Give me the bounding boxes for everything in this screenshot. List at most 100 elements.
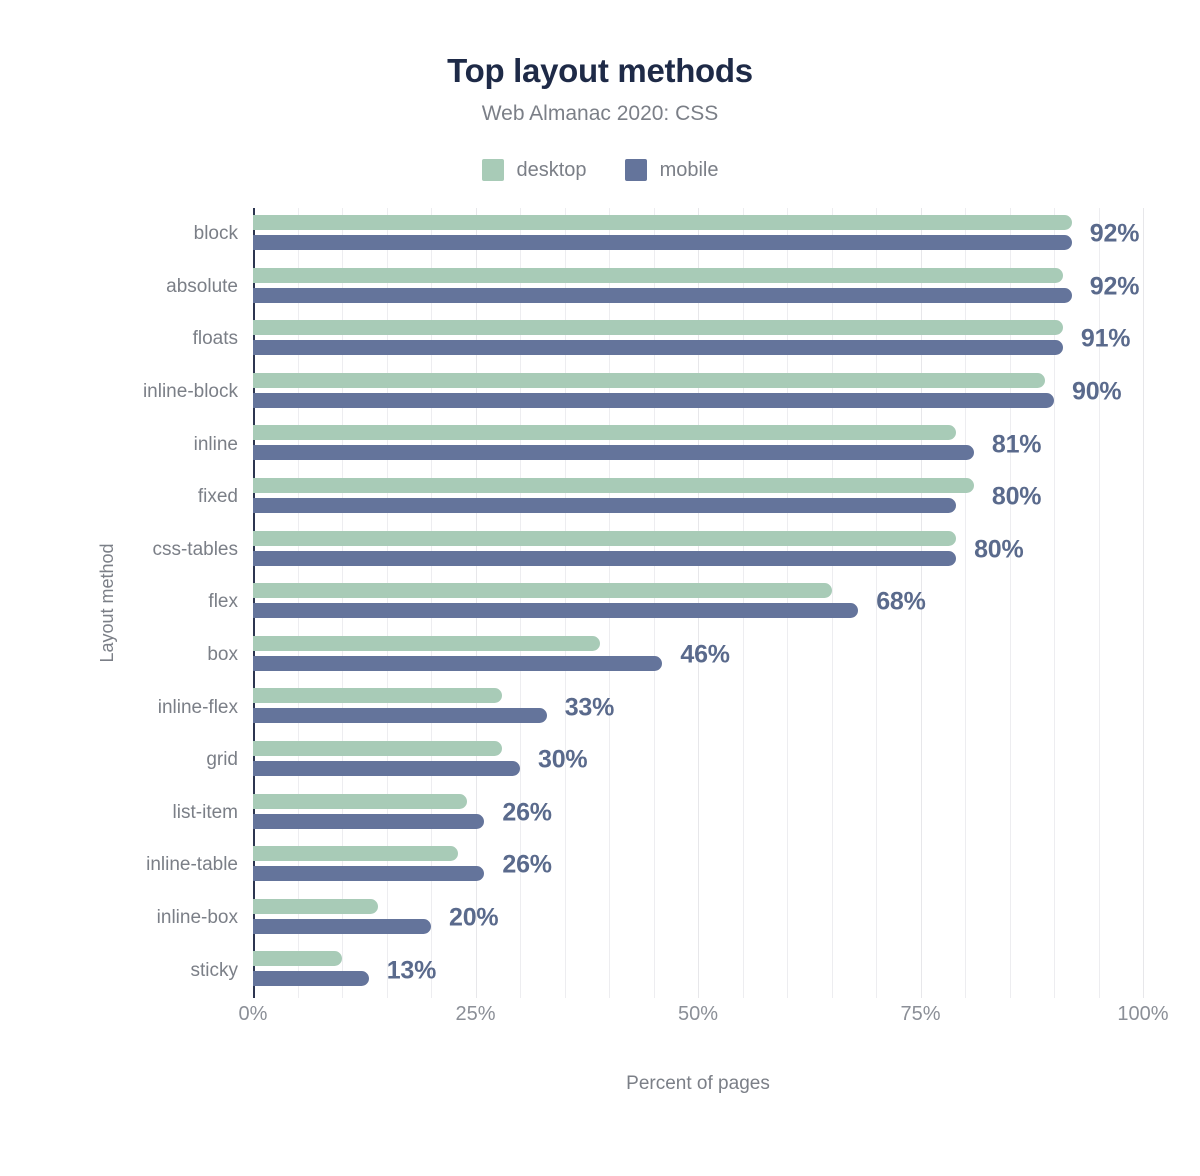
legend-item-desktop[interactable]: desktop bbox=[481, 159, 587, 182]
bar-group: 26% bbox=[253, 839, 1200, 892]
category-label-inline: inline bbox=[193, 433, 238, 455]
grid-lines bbox=[253, 207, 1144, 998]
bar-group: 90% bbox=[253, 366, 1200, 419]
bar-mobile-inline-box[interactable] bbox=[253, 918, 431, 934]
bar-group: 13% bbox=[253, 944, 1200, 997]
bar-row: inline-table 26% bbox=[0, 839, 1200, 892]
bar-row: grid 30% bbox=[0, 734, 1200, 787]
gridline bbox=[920, 207, 922, 998]
category-label-inline-flex: inline-flex bbox=[157, 696, 238, 718]
bar-group: 20% bbox=[253, 892, 1200, 945]
chart-title: Top layout methods bbox=[447, 52, 753, 89]
gridline bbox=[386, 207, 388, 998]
bar-desktop-block[interactable] bbox=[253, 214, 1072, 230]
category-label-inline-block: inline-block bbox=[142, 381, 238, 403]
category-label-floats: floats bbox=[192, 328, 238, 350]
bar-mobile-css-tables[interactable] bbox=[253, 550, 957, 566]
value-label-flex: 68% bbox=[876, 587, 926, 616]
y-axis-line bbox=[253, 207, 255, 998]
gridline bbox=[520, 207, 521, 998]
bar-mobile-fixed[interactable] bbox=[253, 497, 957, 513]
bar-group: 46% bbox=[253, 629, 1200, 682]
bar-mobile-box[interactable] bbox=[253, 655, 663, 671]
bar-mobile-inline-table[interactable] bbox=[253, 866, 485, 882]
bar-mobile-block[interactable] bbox=[253, 234, 1072, 250]
bar-row: inline-box 20% bbox=[0, 892, 1200, 945]
bar-desktop-grid[interactable] bbox=[253, 740, 503, 756]
value-label-inline-flex: 33% bbox=[564, 693, 615, 722]
category-label-box: box bbox=[207, 644, 238, 666]
value-label-inline-table: 26% bbox=[502, 850, 552, 879]
chart-legend: desktop mobile bbox=[0, 159, 1200, 182]
legend-label-mobile: mobile bbox=[659, 158, 719, 181]
chart-subtitle: Web Almanac 2020: CSS bbox=[481, 101, 719, 125]
bar-row: list-item 26% bbox=[0, 787, 1200, 840]
bar-desktop-flex[interactable] bbox=[253, 583, 832, 599]
bar-mobile-list-item[interactable] bbox=[253, 813, 485, 829]
bar-row: inline-flex 33% bbox=[0, 681, 1200, 734]
bar-desktop-fixed[interactable] bbox=[253, 477, 974, 493]
bar-group: 68% bbox=[253, 576, 1200, 629]
bar-group: 33% bbox=[253, 681, 1200, 734]
bar-group: 26% bbox=[253, 787, 1200, 840]
value-label-inline-box: 20% bbox=[449, 903, 499, 932]
bar-desktop-absolute[interactable] bbox=[253, 267, 1063, 283]
gridline bbox=[342, 207, 343, 998]
bar-row: flex 68% bbox=[0, 576, 1200, 629]
bar-mobile-sticky[interactable] bbox=[253, 971, 369, 987]
category-label-list-item: list-item bbox=[172, 801, 238, 823]
x-axis-ticks: 0% 25% 50% 75% 100% bbox=[239, 1002, 1169, 1037]
bar-mobile-absolute[interactable] bbox=[253, 287, 1072, 303]
bar-group: 92% bbox=[253, 208, 1200, 261]
category-label-absolute: absolute bbox=[166, 275, 238, 297]
bar-row: sticky 13% bbox=[0, 944, 1200, 997]
bar-group: 81% bbox=[253, 418, 1200, 471]
category-label-fixed: fixed bbox=[197, 486, 238, 508]
bar-mobile-floats[interactable] bbox=[253, 340, 1063, 356]
gridline bbox=[876, 207, 877, 998]
category-label-inline-table: inline-table bbox=[146, 854, 238, 876]
bar-group: 80% bbox=[253, 524, 1200, 577]
bar-group: 80% bbox=[253, 471, 1200, 524]
gridline bbox=[1054, 207, 1055, 998]
bar-desktop-inline-box[interactable] bbox=[253, 898, 378, 914]
bar-desktop-floats[interactable] bbox=[253, 320, 1063, 336]
bar-rows: block 92% absolute 92% floats 91% inline-block… bbox=[0, 208, 1200, 998]
x-tick-label: 75% bbox=[900, 1002, 941, 1025]
bar-desktop-inline[interactable] bbox=[253, 425, 957, 441]
gridline bbox=[564, 207, 566, 998]
bar-desktop-box[interactable] bbox=[253, 635, 601, 651]
bar-mobile-flex[interactable] bbox=[253, 603, 859, 619]
x-tick-label: 50% bbox=[677, 1002, 719, 1025]
x-tick-label: 25% bbox=[455, 1002, 496, 1025]
x-tick-label: 0% bbox=[238, 1002, 268, 1025]
bar-desktop-list-item[interactable] bbox=[253, 793, 467, 809]
bar-mobile-inline-block[interactable] bbox=[253, 392, 1054, 408]
bar-row: absolute 92% bbox=[0, 261, 1200, 314]
bar-row: css-tables 80% bbox=[0, 524, 1200, 577]
value-label-absolute: 92% bbox=[1089, 272, 1140, 301]
bar-mobile-inline-flex[interactable] bbox=[253, 708, 547, 724]
bar-desktop-inline-block[interactable] bbox=[253, 372, 1046, 388]
bar-desktop-inline-flex[interactable] bbox=[253, 688, 503, 704]
gridline bbox=[475, 207, 477, 998]
bar-desktop-css-tables[interactable] bbox=[253, 530, 957, 546]
bar-group: 30% bbox=[253, 734, 1200, 787]
bar-row: block 92% bbox=[0, 208, 1200, 261]
bar-desktop-sticky[interactable] bbox=[253, 951, 342, 967]
bar-row: inline-block 90% bbox=[0, 366, 1200, 419]
gridline bbox=[653, 207, 655, 998]
bar-mobile-grid[interactable] bbox=[253, 760, 520, 776]
value-label-floats: 91% bbox=[1080, 324, 1131, 353]
legend-item-mobile[interactable]: mobile bbox=[624, 158, 719, 182]
gridline bbox=[742, 207, 744, 998]
bar-group: 92% bbox=[253, 261, 1200, 314]
value-label-grid: 30% bbox=[538, 745, 588, 774]
value-label-block: 92% bbox=[1089, 219, 1140, 248]
bar-desktop-inline-table[interactable] bbox=[253, 846, 458, 862]
bar-mobile-inline[interactable] bbox=[253, 445, 974, 461]
value-label-inline: 81% bbox=[991, 430, 1042, 459]
gridline bbox=[787, 207, 788, 998]
category-label-grid: grid bbox=[206, 749, 238, 771]
